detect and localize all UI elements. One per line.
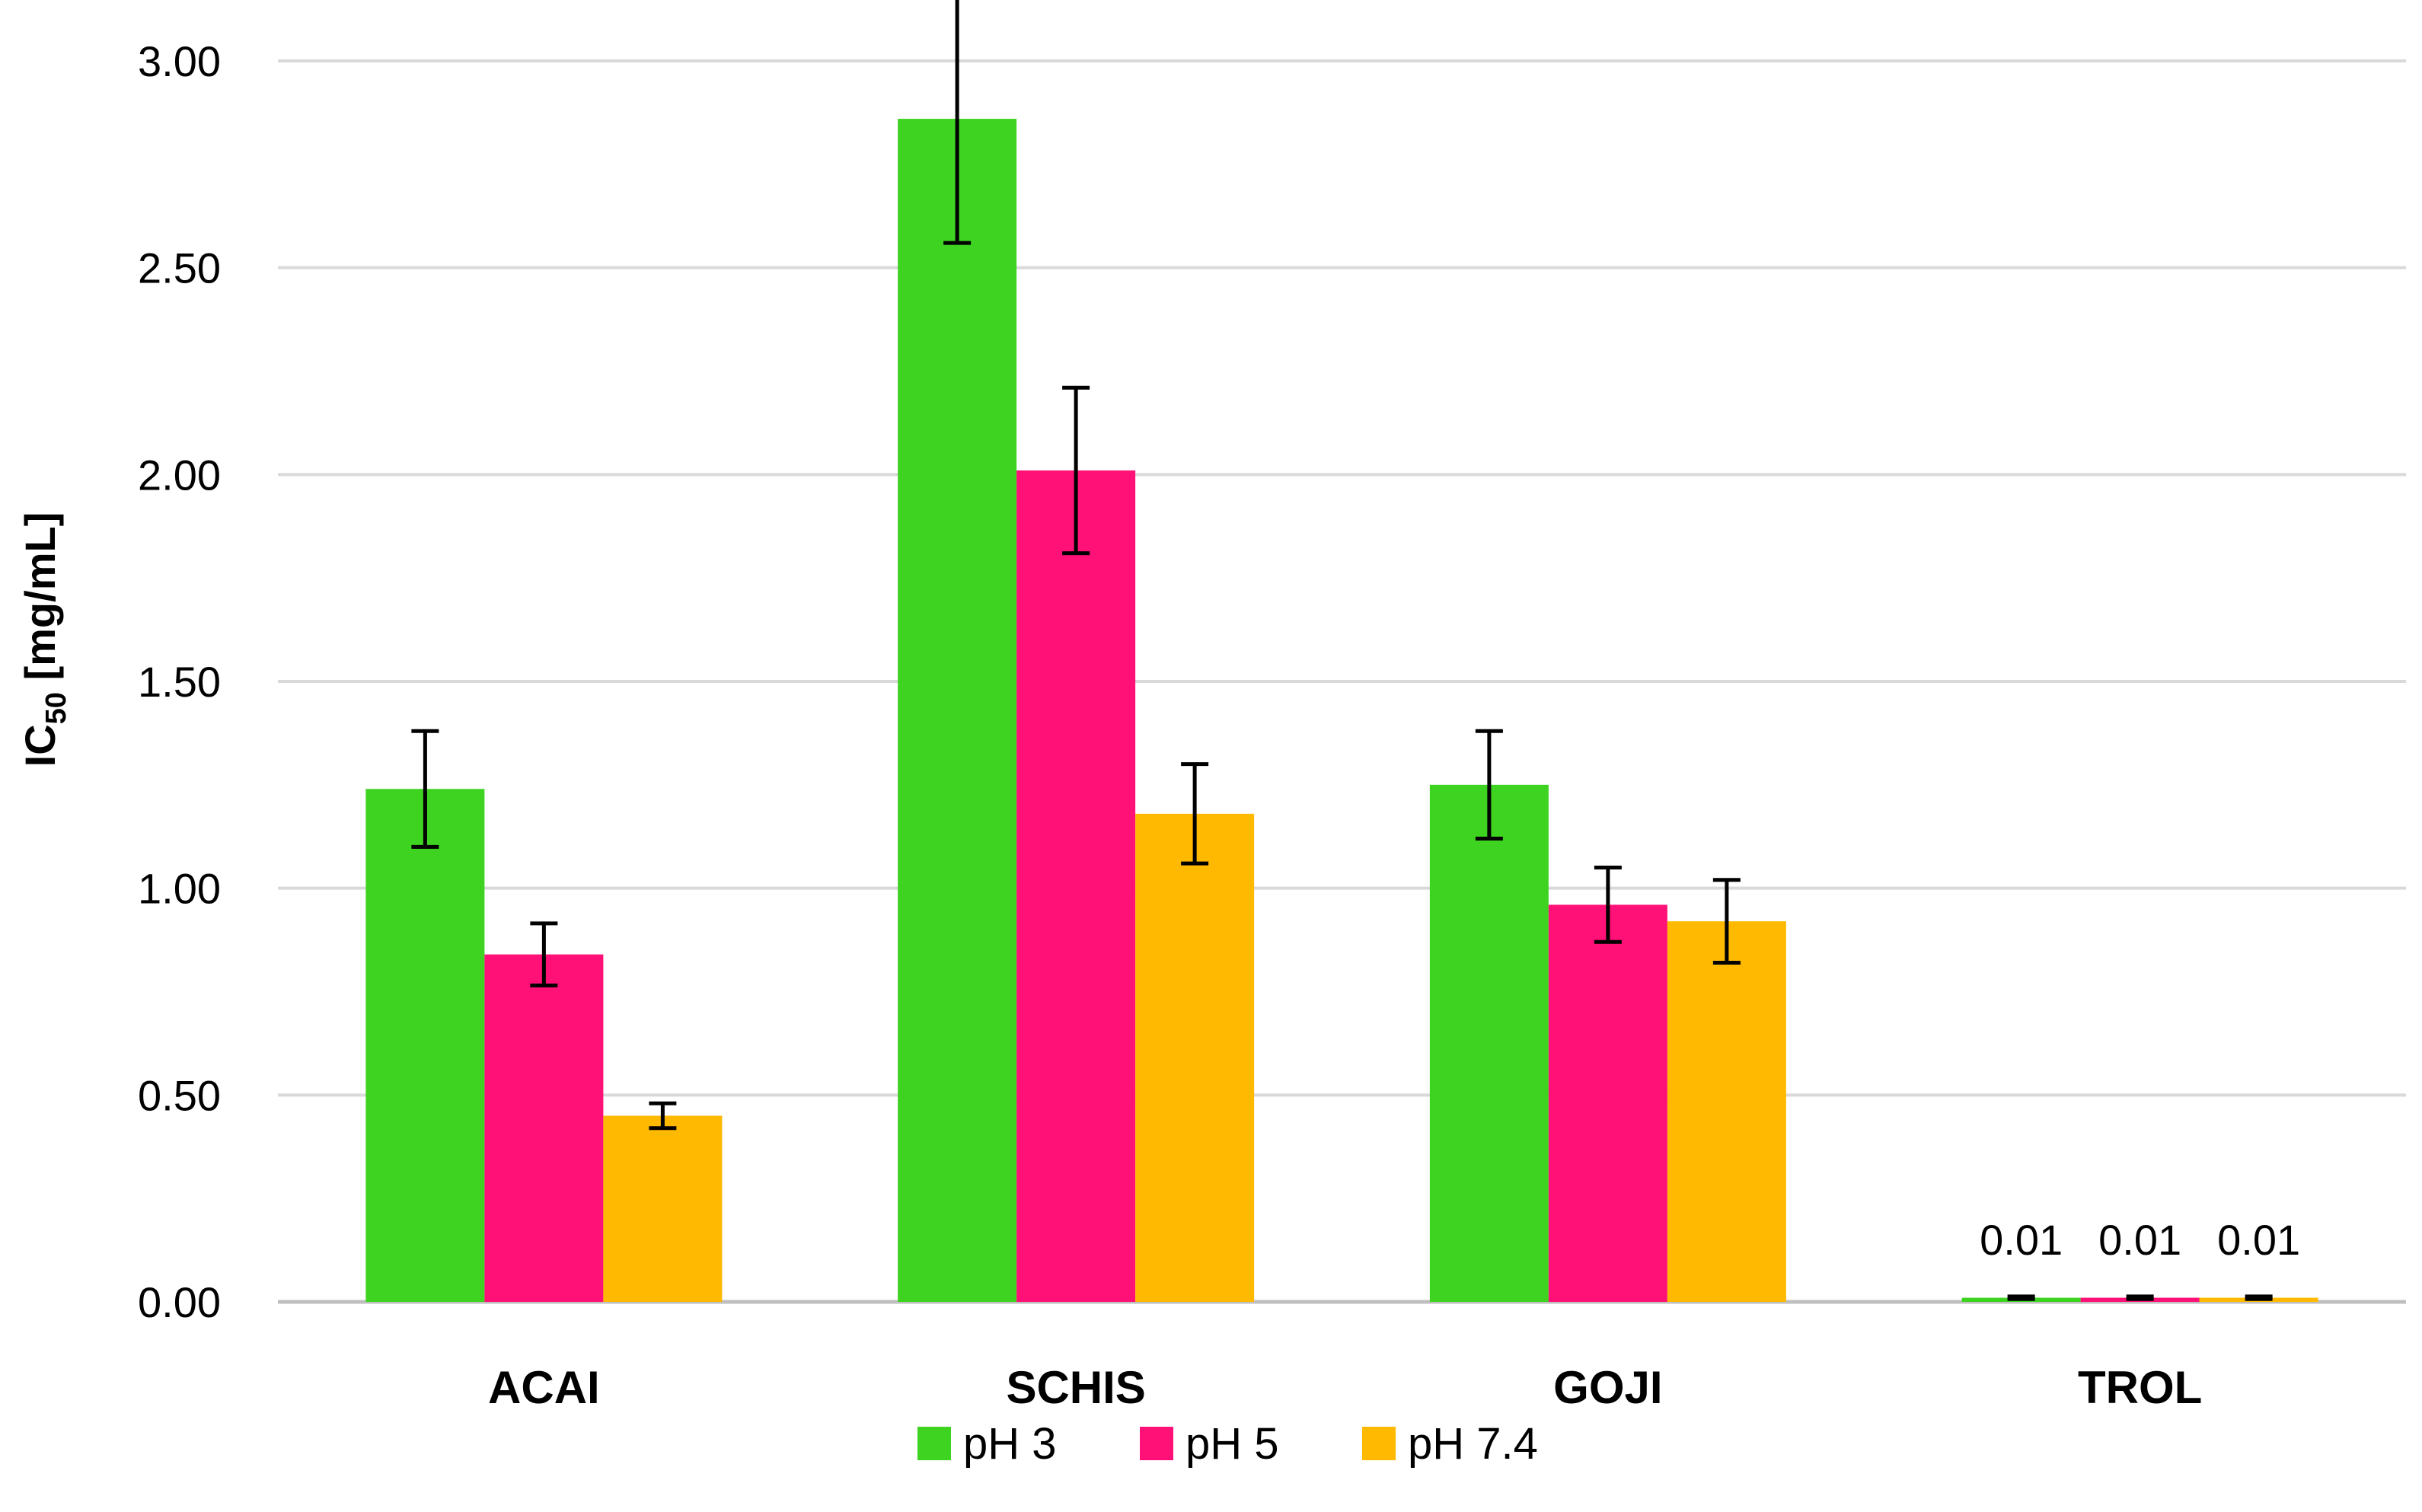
data-label: 0.01 <box>1980 1216 2063 1264</box>
y-tick-label: 2.00 <box>138 451 221 499</box>
y-axis-title-main: IC <box>16 724 64 767</box>
y-axis-title-unit: [mg/mL] <box>16 512 64 692</box>
bar-schis-ph7-4 <box>1135 813 1255 1302</box>
error-bar <box>1712 878 1741 965</box>
y-tick-label: 2.50 <box>138 244 221 292</box>
bar-acai-ph3 <box>365 789 485 1302</box>
data-label: 0.01 <box>2217 1216 2300 1264</box>
legend-label: pH 5 <box>1185 1419 1279 1469</box>
bars <box>365 119 2318 1303</box>
legend-swatch <box>1362 1427 1396 1460</box>
legend-label: pH 7.4 <box>1408 1419 1538 1469</box>
data-label: 0.01 <box>2098 1216 2181 1264</box>
bar-goji-ph3 <box>1429 784 1549 1302</box>
x-axis-categories: ACAI SCHIS GOJI TROL <box>488 1362 2202 1413</box>
error-bar <box>2245 1294 2273 1301</box>
error-bar <box>943 0 972 245</box>
error-bar <box>649 1101 677 1131</box>
y-tick-label: 0.00 <box>138 1278 221 1326</box>
error-bar <box>530 921 558 987</box>
category-label-schis: SCHIS <box>1006 1362 1145 1413</box>
category-label-acai: ACAI <box>488 1362 600 1413</box>
y-axis-title-subscript: 50 <box>40 692 72 724</box>
bar-goji-ph5 <box>1548 904 1667 1302</box>
y-tick-label: 3.00 <box>138 37 221 85</box>
error-bar <box>2126 1294 2154 1301</box>
y-tick-label: 1.50 <box>138 658 221 706</box>
error-bar <box>1475 729 1503 841</box>
y-tick-label: 0.50 <box>138 1071 221 1119</box>
bar-acai-ph5 <box>484 954 604 1302</box>
data-labels: 0.01 0.01 0.01 <box>1980 1216 2300 1264</box>
y-axis-title: IC50 [mg/mL] <box>16 512 72 767</box>
category-label-goji: GOJI <box>1553 1362 1662 1413</box>
legend-swatch <box>1140 1427 1173 1460</box>
legend-swatch <box>917 1427 951 1460</box>
error-bar <box>411 729 439 849</box>
legend-item: pH 7.4 <box>1362 1419 1538 1469</box>
error-bar <box>2007 1294 2035 1301</box>
bar-goji-ph7-4 <box>1667 921 1786 1302</box>
error-bars <box>411 0 2273 1301</box>
bar-schis-ph5 <box>1016 470 1136 1302</box>
error-bar <box>1594 866 1622 944</box>
y-tick-label: 1.00 <box>138 865 221 913</box>
legend-item: pH 5 <box>1140 1419 1279 1469</box>
category-label-trol: TROL <box>2078 1362 2202 1413</box>
bar-schis-ph3 <box>898 119 1017 1303</box>
bar-acai-ph7-4 <box>603 1115 723 1302</box>
error-bar <box>1181 762 1209 866</box>
legend: pH 3 pH 5 pH 7.4 <box>917 1419 1538 1469</box>
legend-item: pH 3 <box>917 1419 1057 1469</box>
legend-label: pH 3 <box>963 1419 1057 1469</box>
y-axis-ticks: 0.00 0.50 1.00 1.50 2.00 2.50 3.00 <box>138 37 221 1326</box>
error-bar <box>1062 385 1090 556</box>
